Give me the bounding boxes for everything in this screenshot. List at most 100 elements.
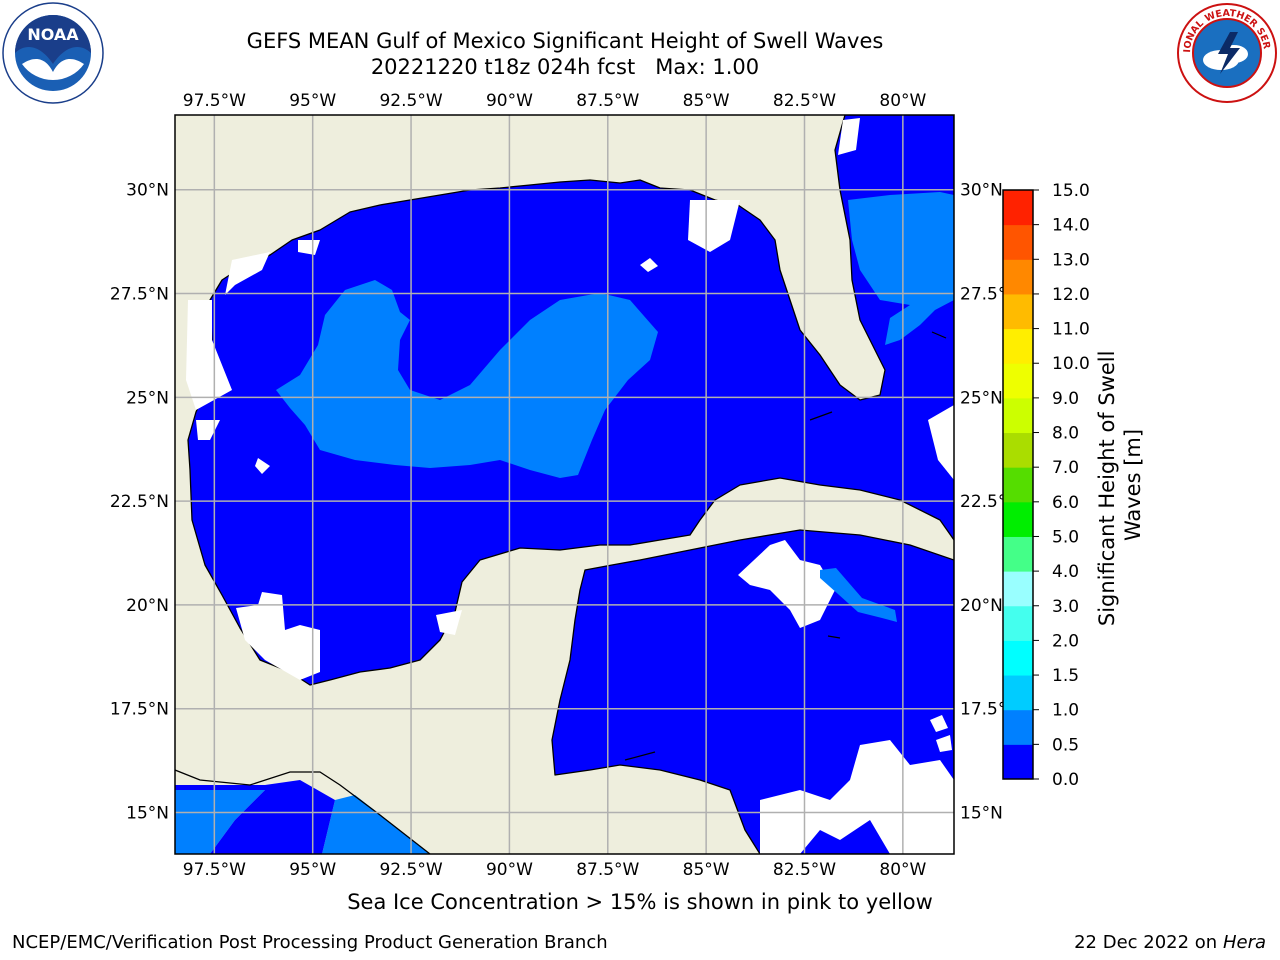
lon-label-top: 97.5°W [183,91,246,111]
lon-label-bottom: 82.5°W [773,860,836,880]
credit-date: 22 Dec 2022 on Hera [1074,932,1266,953]
sea-ice-caption: Sea Ice Concentration > 15% is shown in … [347,890,933,914]
colorbar-tick-label: 14.0 [1052,216,1090,236]
no-data-patch [930,715,948,732]
lon-label-top: 87.5°W [576,91,639,111]
colorbar-segment [1003,501,1033,537]
lon-label-top: 92.5°W [379,91,442,111]
lon-label-bottom: 87.5°W [576,860,639,880]
noaa-logo-icon: NOAA [2,2,104,104]
colorbar-segment [1003,536,1033,572]
nws-logo-icon: NATIONAL WEATHER SERVICE [1176,2,1277,103]
no-data-patch [298,240,320,255]
colorbar-tick-label: 7.0 [1052,458,1079,478]
map-frame [174,114,955,855]
lat-label-left: 27.5°N [110,285,169,305]
colorbar-tick-label: 8.0 [1052,424,1079,444]
lat-label-left: 25°N [126,388,169,408]
lat-label-right: 15°N [960,803,1003,823]
colorbar-segment [1003,432,1033,468]
colorbar-segment [1003,259,1033,295]
no-data-patch [738,540,835,628]
no-data-patch [236,592,320,680]
lat-label-left: 22.5°N [110,492,169,512]
no-data-patch [640,258,658,272]
colorbar-segment [1003,397,1033,434]
lon-label-top: 85°W [683,91,730,111]
noaa-logo-text: NOAA [27,25,79,44]
colorbar: 0.0 0.5 1.0 1.5 2.0 3.0 4.0 5.0 6.0 7.0 8.0 9.0 10.0… [1002,181,1090,790]
colorbar-label-line2: Waves [m] [1121,429,1145,541]
island [827,635,841,639]
lat-label-left: 15°N [126,803,169,823]
no-data-patch [838,118,860,155]
colorbar-segment [1003,328,1033,364]
lon-label-bottom: 92.5°W [379,860,442,880]
swell-band-0.5-1.0 [175,790,265,854]
axis-tick-labels: 97.5°W 97.5°W 95°W 95°W 92.5°W 92.5°W 90°W 90°W… [110,91,1019,880]
no-data-patch [688,200,740,252]
colorbar-segment [1003,709,1033,745]
colorbar-tick-label: 5.0 [1052,527,1079,547]
colorbar-frame [1002,189,1034,780]
lat-label-right: 20°N [960,596,1003,616]
colorbar-segment [1003,571,1033,607]
lon-label-bottom: 97.5°W [183,860,246,880]
lon-label-bottom: 90°W [486,860,533,880]
lon-label-top: 80°W [879,91,926,111]
swell-band-0.5-1.0 [848,192,954,345]
colorbar-tick-label: 1.5 [1052,666,1079,686]
swell-band-0.5-1.0 [322,795,430,854]
colorbar-tick-label: 12.0 [1052,285,1090,305]
no-data-patch [936,735,952,752]
no-data-patch [255,458,270,474]
no-data-patch [928,405,954,480]
colorbar-tick-label: 4.0 [1052,562,1079,582]
lon-label-top: 82.5°W [773,91,836,111]
lon-label-bottom: 80°W [879,860,926,880]
lon-label-top: 95°W [289,91,336,111]
lat-label-right: 25°N [960,388,1003,408]
no-data-patch [225,252,270,295]
lon-label-top: 90°W [486,91,533,111]
swell-band-0.5-1.0 [276,280,658,478]
colorbar-tick-label: 9.0 [1052,389,1079,409]
colorbar-tick-label: 6.0 [1052,493,1079,513]
graticule [175,115,954,854]
lat-label-left: 20°N [126,596,169,616]
colorbar-tick-label: 0.5 [1052,735,1079,755]
colorbar-segment [1003,605,1033,641]
lon-label-bottom: 95°W [289,860,336,880]
colorbar-segment [1003,363,1033,399]
map-area [175,115,954,854]
chart-subtitle: 20221220 t18z 024h fcst Max: 1.00 [370,55,760,79]
lat-label-right: 30°N [960,181,1003,201]
no-data-patch [186,300,232,410]
lat-label-left: 30°N [126,181,169,201]
colorbar-label: Significant Height of Swell Waves [m] [1095,344,1145,626]
colorbar-label-line1: Significant Height of Swell [1095,351,1119,627]
lon-label-bottom: 85°W [683,860,730,880]
colorbar-segment [1003,640,1033,676]
colorbar-tick-label: 2.0 [1052,631,1079,651]
colorbar-tick-label: 3.0 [1052,597,1079,617]
no-data-patch [436,610,462,635]
pacific-swell-field [175,769,431,854]
colorbar-tick-label: 10.0 [1052,354,1090,374]
colorbar-segment [1003,675,1033,711]
lat-label-left: 17.5°N [110,700,169,720]
swell-band-0.5-1.0 [820,568,897,622]
colorbar-tick-label: 1.0 [1052,701,1079,721]
no-data-patch [760,740,954,854]
island [624,751,656,761]
colorbar-tick-label: 13.0 [1052,250,1090,270]
colorbar-tick-label: 11.0 [1052,320,1090,340]
colorbar-segment [1003,744,1033,780]
colorbar-tick-label: 0.0 [1052,770,1079,790]
island [931,331,947,339]
colorbar-segment [1003,467,1033,503]
colorbar-segment [1003,224,1033,260]
swell-band-0.5-1.0 [175,780,335,854]
credit-date-text: 22 Dec 2022 on [1074,932,1218,953]
